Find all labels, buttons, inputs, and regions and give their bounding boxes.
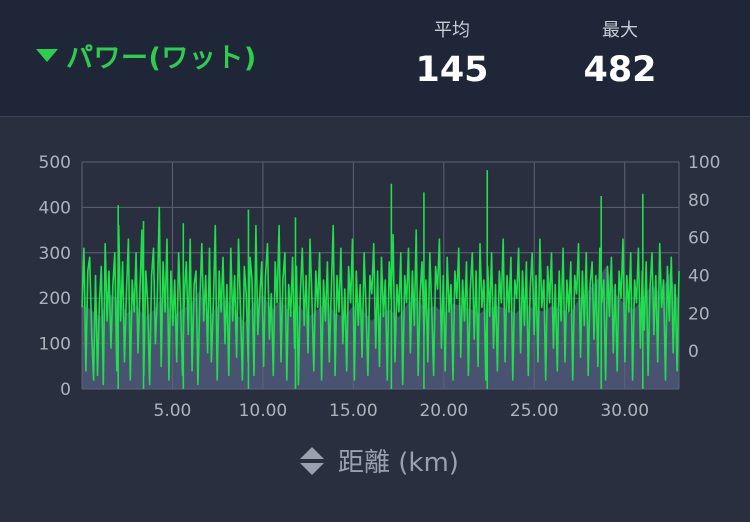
power-chart-svg: 0 100 200 300 400 500 0 20 40 60 80 100 5.00 10.00 15.…: [39, 153, 721, 421]
x-axis-selector[interactable]: 距離 (km): [300, 442, 459, 479]
y-right-tick-label: 60: [688, 229, 710, 249]
max-stat: 最大 482: [560, 16, 680, 90]
header-bar: パワー(ワット) 平均 145 最大 482: [0, 0, 750, 117]
metric-selector[interactable]: パワー(ワット): [36, 36, 257, 75]
x-tick-label: 25.00: [510, 401, 559, 418]
average-label: 平均: [434, 20, 470, 41]
y-left-tick-label: 100: [39, 335, 71, 355]
y-left-tick-label: 200: [39, 289, 71, 309]
y-right-tick-label: 20: [688, 304, 710, 324]
y-left-tick-label: 300: [39, 244, 71, 264]
y-left-tick-label: 400: [39, 198, 71, 218]
max-label: 最大: [602, 20, 638, 41]
average-value: 145: [415, 50, 489, 90]
power-chart[interactable]: 0 100 200 300 400 500 0 20 40 60 80 100 5.00 10.00 15.…: [0, 118, 750, 421]
x-tick-label: 5.00: [154, 401, 192, 418]
metric-title: パワー(ワット): [66, 43, 257, 74]
power-line: [81, 206, 680, 386]
sort-up-down-icon: [300, 446, 324, 475]
y-right-tick-label: 40: [688, 267, 710, 287]
max-value: 482: [583, 50, 657, 90]
average-stat: 平均 145: [392, 16, 512, 90]
y-left-tick-label: 0: [60, 380, 71, 400]
y-right-tick-label: 0: [688, 342, 699, 362]
y-right-tick-label: 80: [688, 191, 710, 211]
x-tick-label: 30.00: [600, 401, 649, 418]
y-left-tick-label: 500: [39, 153, 71, 173]
y-right-tick-label: 100: [688, 153, 720, 173]
x-tick-label: 15.00: [329, 401, 378, 418]
triangle-down-icon: [36, 49, 58, 62]
x-tick-label: 10.00: [239, 401, 288, 418]
x-axis-label: 距離 (km): [338, 448, 459, 478]
x-tick-label: 20.00: [419, 401, 468, 418]
